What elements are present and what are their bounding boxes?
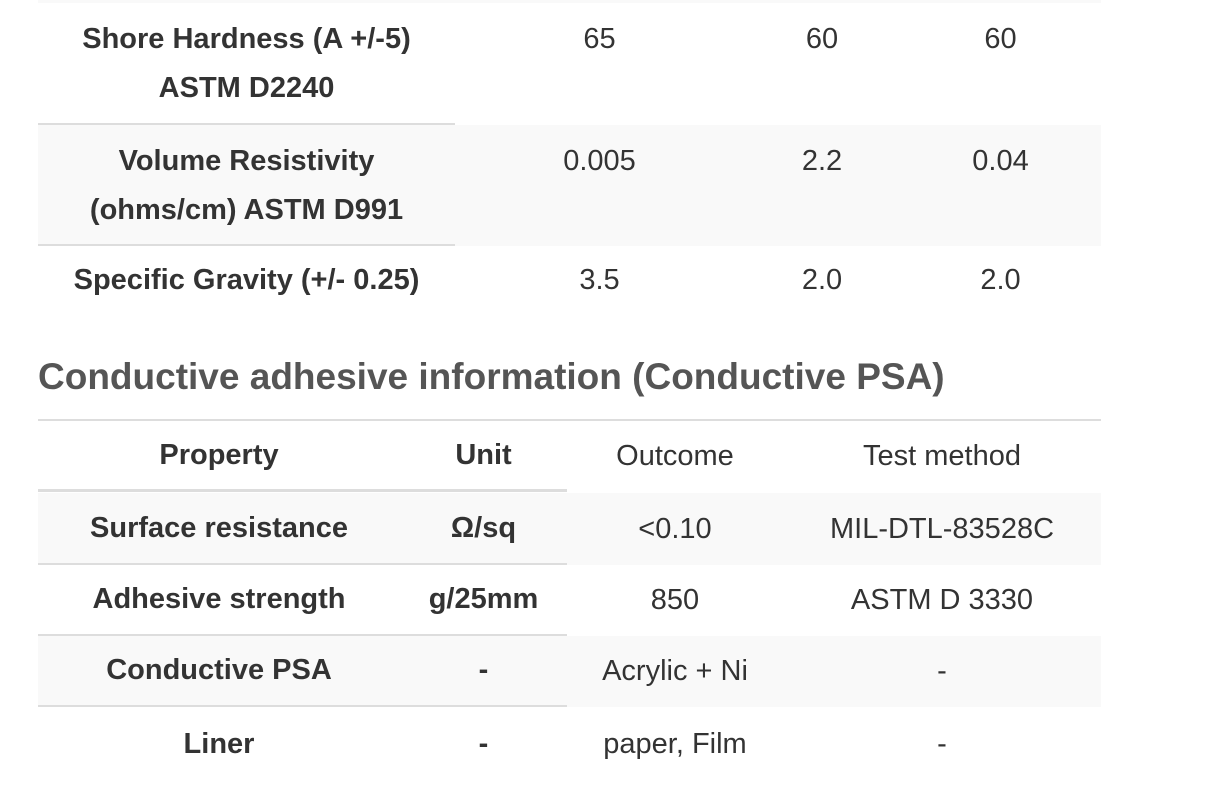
row-label: Surface resistance bbox=[38, 493, 400, 565]
cell-value: 60 bbox=[805, 23, 839, 55]
row-label: Conductive PSA bbox=[38, 636, 400, 707]
cell-value: 0.04 bbox=[972, 145, 1029, 177]
cell-value: paper, Film bbox=[603, 727, 747, 760]
table-row: Adhesive strength g/25mm 850 ASTM D 3330 bbox=[38, 565, 1101, 636]
section-title: Conductive adhesive information (Conduct… bbox=[38, 356, 945, 397]
cell-value: 3.5 bbox=[579, 264, 620, 296]
row-label: Specific Gravity (+/- 0.25) bbox=[73, 264, 420, 296]
table-row: Surface resistance Ω/sq <0.10 MIL-DTL-83528… bbox=[38, 493, 1101, 565]
cell-value: 2.0 bbox=[980, 264, 1021, 296]
cell-value: - bbox=[478, 727, 489, 760]
cell-value: 2.2 bbox=[801, 145, 843, 177]
cell-value: Ω/sq bbox=[400, 493, 567, 565]
cell-value: Acrylic + Ni bbox=[602, 655, 748, 687]
cell-value: 0.005 bbox=[563, 145, 636, 177]
row-label: Volume Resistivity (ohms/cm) ASTM D991 bbox=[38, 125, 455, 246]
table-row: Liner - paper, Film - bbox=[38, 708, 1101, 780]
row-label: Shore Hardness (A +/-5) ASTM D2240 bbox=[38, 3, 455, 125]
cell-value: - bbox=[937, 655, 947, 687]
cell-value: 65 bbox=[583, 23, 616, 55]
cell-value: - bbox=[937, 727, 947, 760]
cell-value: 850 bbox=[650, 584, 700, 616]
column-header: Unit bbox=[400, 421, 567, 492]
column-header: Test method bbox=[863, 440, 1021, 472]
cell-value: 60 bbox=[984, 23, 1017, 55]
table-row: Conductive PSA - Acrylic + Ni - bbox=[38, 636, 1101, 707]
table-row: Shore Hardness (A +/-5) ASTM D2240 65 60 60 bbox=[38, 3, 1101, 125]
cell-value: - bbox=[400, 636, 567, 707]
table-border bbox=[38, 419, 1101, 421]
cell-value: ASTM D 3330 bbox=[850, 584, 1034, 616]
cell-value: 2.0 bbox=[801, 264, 843, 296]
cell-value: MIL-DTL-83528C bbox=[829, 512, 1055, 545]
table-row: Volume Resistivity (ohms/cm) ASTM D991 0.… bbox=[38, 125, 1101, 246]
previous-row bbox=[38, 0, 1101, 3]
row-label: Liner bbox=[183, 727, 255, 760]
table-row: Specific Gravity (+/- 0.25) 3.5 2.0 2.0 bbox=[38, 246, 1101, 318]
cell-value: g/25mm bbox=[400, 565, 567, 636]
column-header: Outcome bbox=[616, 440, 734, 472]
cell-value: <0.10 bbox=[638, 512, 712, 545]
column-header: Property bbox=[38, 421, 400, 492]
row-label: Adhesive strength bbox=[38, 565, 400, 636]
header-row: Property Unit Outcome Test method bbox=[38, 421, 1101, 492]
